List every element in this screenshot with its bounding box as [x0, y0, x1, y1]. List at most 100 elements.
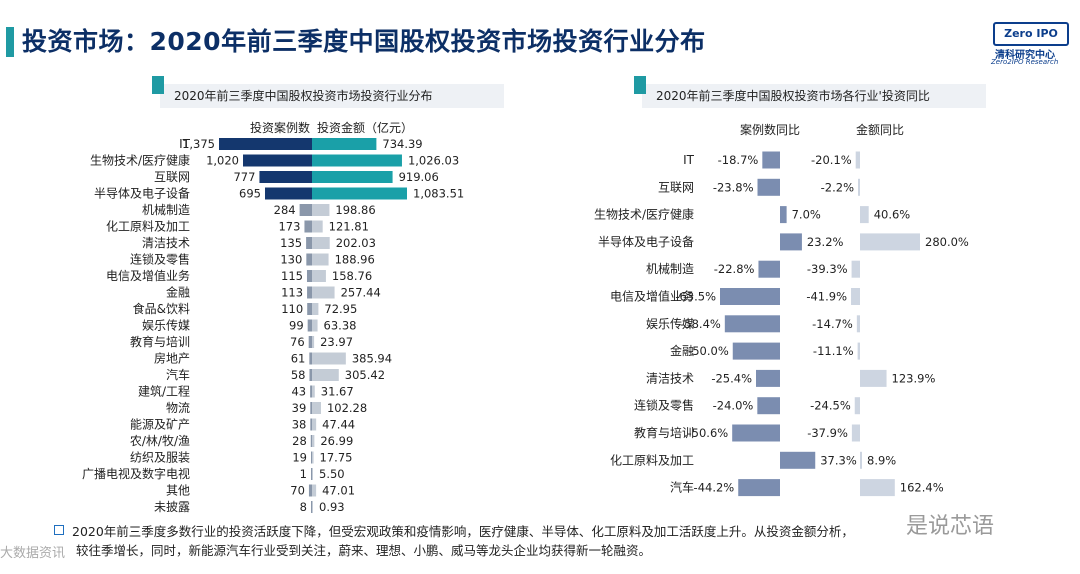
case-count-label: 99 — [289, 319, 304, 333]
amount-yoy-bar — [860, 233, 920, 251]
case-count-bar — [306, 253, 312, 266]
title-accent-bar — [6, 27, 14, 57]
case-yoy-label: 23.2% — [807, 235, 844, 249]
case-yoy-bar — [780, 451, 816, 469]
case-count-bar — [310, 385, 312, 398]
amount-yoy-bar — [860, 206, 869, 224]
amount-yoy-label: -14.7% — [812, 317, 853, 331]
category-label: 机械制造 — [142, 202, 190, 217]
amount-yoy-label: -11.1% — [813, 344, 854, 358]
yoy-category-label: 金融 — [670, 343, 694, 358]
amount-yoy-label: -2.2% — [821, 180, 854, 194]
category-label: 连锁及零售 — [130, 252, 190, 267]
case-yoy-bar — [757, 397, 780, 415]
case-count-bar — [310, 418, 312, 431]
amount-yoy-label: -41.9% — [806, 290, 847, 304]
amount-bar — [312, 253, 329, 266]
amount-bar — [312, 385, 315, 398]
logo-box-text: Zero IPO — [993, 22, 1069, 46]
case-count-label: 1,020 — [206, 154, 239, 168]
case-count-label: 38 — [292, 418, 307, 432]
legend-amount: 投资金额（亿元） — [317, 120, 413, 135]
amount-label: 121.81 — [329, 220, 369, 234]
amount-bar — [312, 402, 321, 414]
amount-label: 47.44 — [322, 418, 355, 432]
case-count-bar — [299, 204, 312, 216]
case-count-label: 173 — [278, 220, 300, 234]
amount-yoy-label: -39.3% — [807, 262, 848, 276]
amount-yoy-bar — [854, 397, 860, 415]
amount-label: 17.75 — [320, 451, 353, 465]
amount-yoy-bar — [858, 178, 860, 196]
amount-label: 734.39 — [382, 137, 422, 151]
category-label: 汽车 — [166, 367, 190, 382]
yoy-category-label: 互联网 — [658, 180, 694, 194]
category-label: 未披露 — [154, 500, 190, 514]
amount-bar — [312, 187, 407, 200]
case-yoy-bar — [758, 260, 780, 278]
amount-bar — [312, 270, 326, 282]
case-yoy-bar — [780, 206, 787, 224]
case-yoy-label: -24.0% — [713, 399, 754, 413]
case-yoy-label: 37.3% — [820, 453, 857, 467]
industry-distribution-chart: 投资案例数 投资金额（亿元） IT1,375 734.39 生物技术/医疗健康 1,020… — [82, 120, 464, 514]
footer-line-2: 较往季增长，同时，新能源汽车行业受到关注，蔚来、理想、小鹏、威马等龙头企业均获得… — [76, 543, 652, 558]
amount-label: 198.86 — [335, 203, 375, 217]
logo-english-name: Zero2IPO Research — [991, 58, 1059, 66]
case-count-bar — [308, 484, 312, 497]
category-label: 广播电视及数字电视 — [82, 466, 190, 481]
amount-label: 47.01 — [322, 484, 355, 498]
logo-chinese-name: 清科研究中心 — [995, 50, 1055, 61]
amount-yoy-label: 8.9% — [867, 453, 896, 467]
case-count-bar — [309, 369, 312, 381]
category-label: 清洁技术 — [142, 236, 190, 250]
column-header-cases: 案例数同比 — [740, 122, 800, 137]
amount-bar — [312, 204, 330, 216]
yoy-category-label: 娱乐传媒 — [646, 316, 694, 331]
case-count-bar — [311, 451, 312, 464]
case-count-label: 135 — [280, 236, 302, 250]
amount-yoy-bar — [851, 288, 860, 305]
amount-label: 0.93 — [319, 500, 345, 514]
amount-yoy-bar — [860, 451, 862, 469]
case-yoy-bar — [732, 342, 780, 360]
zero2ipo-logo: Zero IPO 清科研究中心 Zero2IPO Research — [985, 22, 1075, 67]
amount-label: 63.38 — [324, 319, 357, 333]
amount-label: 72.95 — [324, 302, 357, 316]
case-count-label: 8 — [300, 500, 307, 514]
category-label: 食品&饮料 — [133, 301, 190, 316]
amount-label: 385.94 — [352, 352, 392, 366]
case-count-bar — [311, 468, 312, 480]
case-yoy-bar — [762, 151, 780, 169]
amount-label: 188.96 — [335, 253, 375, 267]
amount-yoy-label: 162.4% — [900, 481, 944, 495]
amount-yoy-bar — [860, 369, 887, 387]
case-count-bar — [219, 138, 312, 150]
case-count-label: 115 — [281, 269, 303, 283]
case-yoy-label: -23.8% — [713, 180, 754, 194]
case-yoy-label: -50.6% — [688, 426, 729, 440]
footer-note: 2020年前三季度多数行业的投资活跃度下降，但受宏观政策和疫情影响，医疗健康、半… — [54, 522, 1044, 560]
amount-yoy-label: -24.5% — [810, 399, 851, 413]
category-label: 娱乐传媒 — [142, 318, 190, 333]
category-label: 其他 — [166, 484, 190, 498]
legend-cases: 投资案例数 — [250, 120, 310, 135]
amount-bar — [312, 418, 317, 431]
case-count-bar — [307, 319, 312, 332]
amount-label: 1,026.03 — [408, 154, 459, 168]
case-yoy-bar — [732, 424, 780, 442]
amount-bar — [312, 303, 319, 315]
case-yoy-bar — [780, 233, 802, 251]
amount-yoy-label: -20.1% — [811, 153, 852, 167]
yoy-category-label: 汽车 — [670, 480, 694, 495]
amount-yoy-label: 40.6% — [874, 208, 911, 222]
amount-bar — [312, 154, 402, 167]
case-count-label: 777 — [233, 170, 255, 184]
category-label: 农/林/牧/渔 — [130, 434, 190, 448]
case-yoy-label: -50.0% — [688, 344, 729, 358]
amount-bar — [312, 435, 315, 447]
amount-bar — [312, 352, 346, 365]
yoy-category-label: 清洁技术 — [646, 371, 694, 385]
case-count-bar — [309, 352, 312, 365]
yoy-category-label: 教育与培训 — [634, 425, 694, 440]
